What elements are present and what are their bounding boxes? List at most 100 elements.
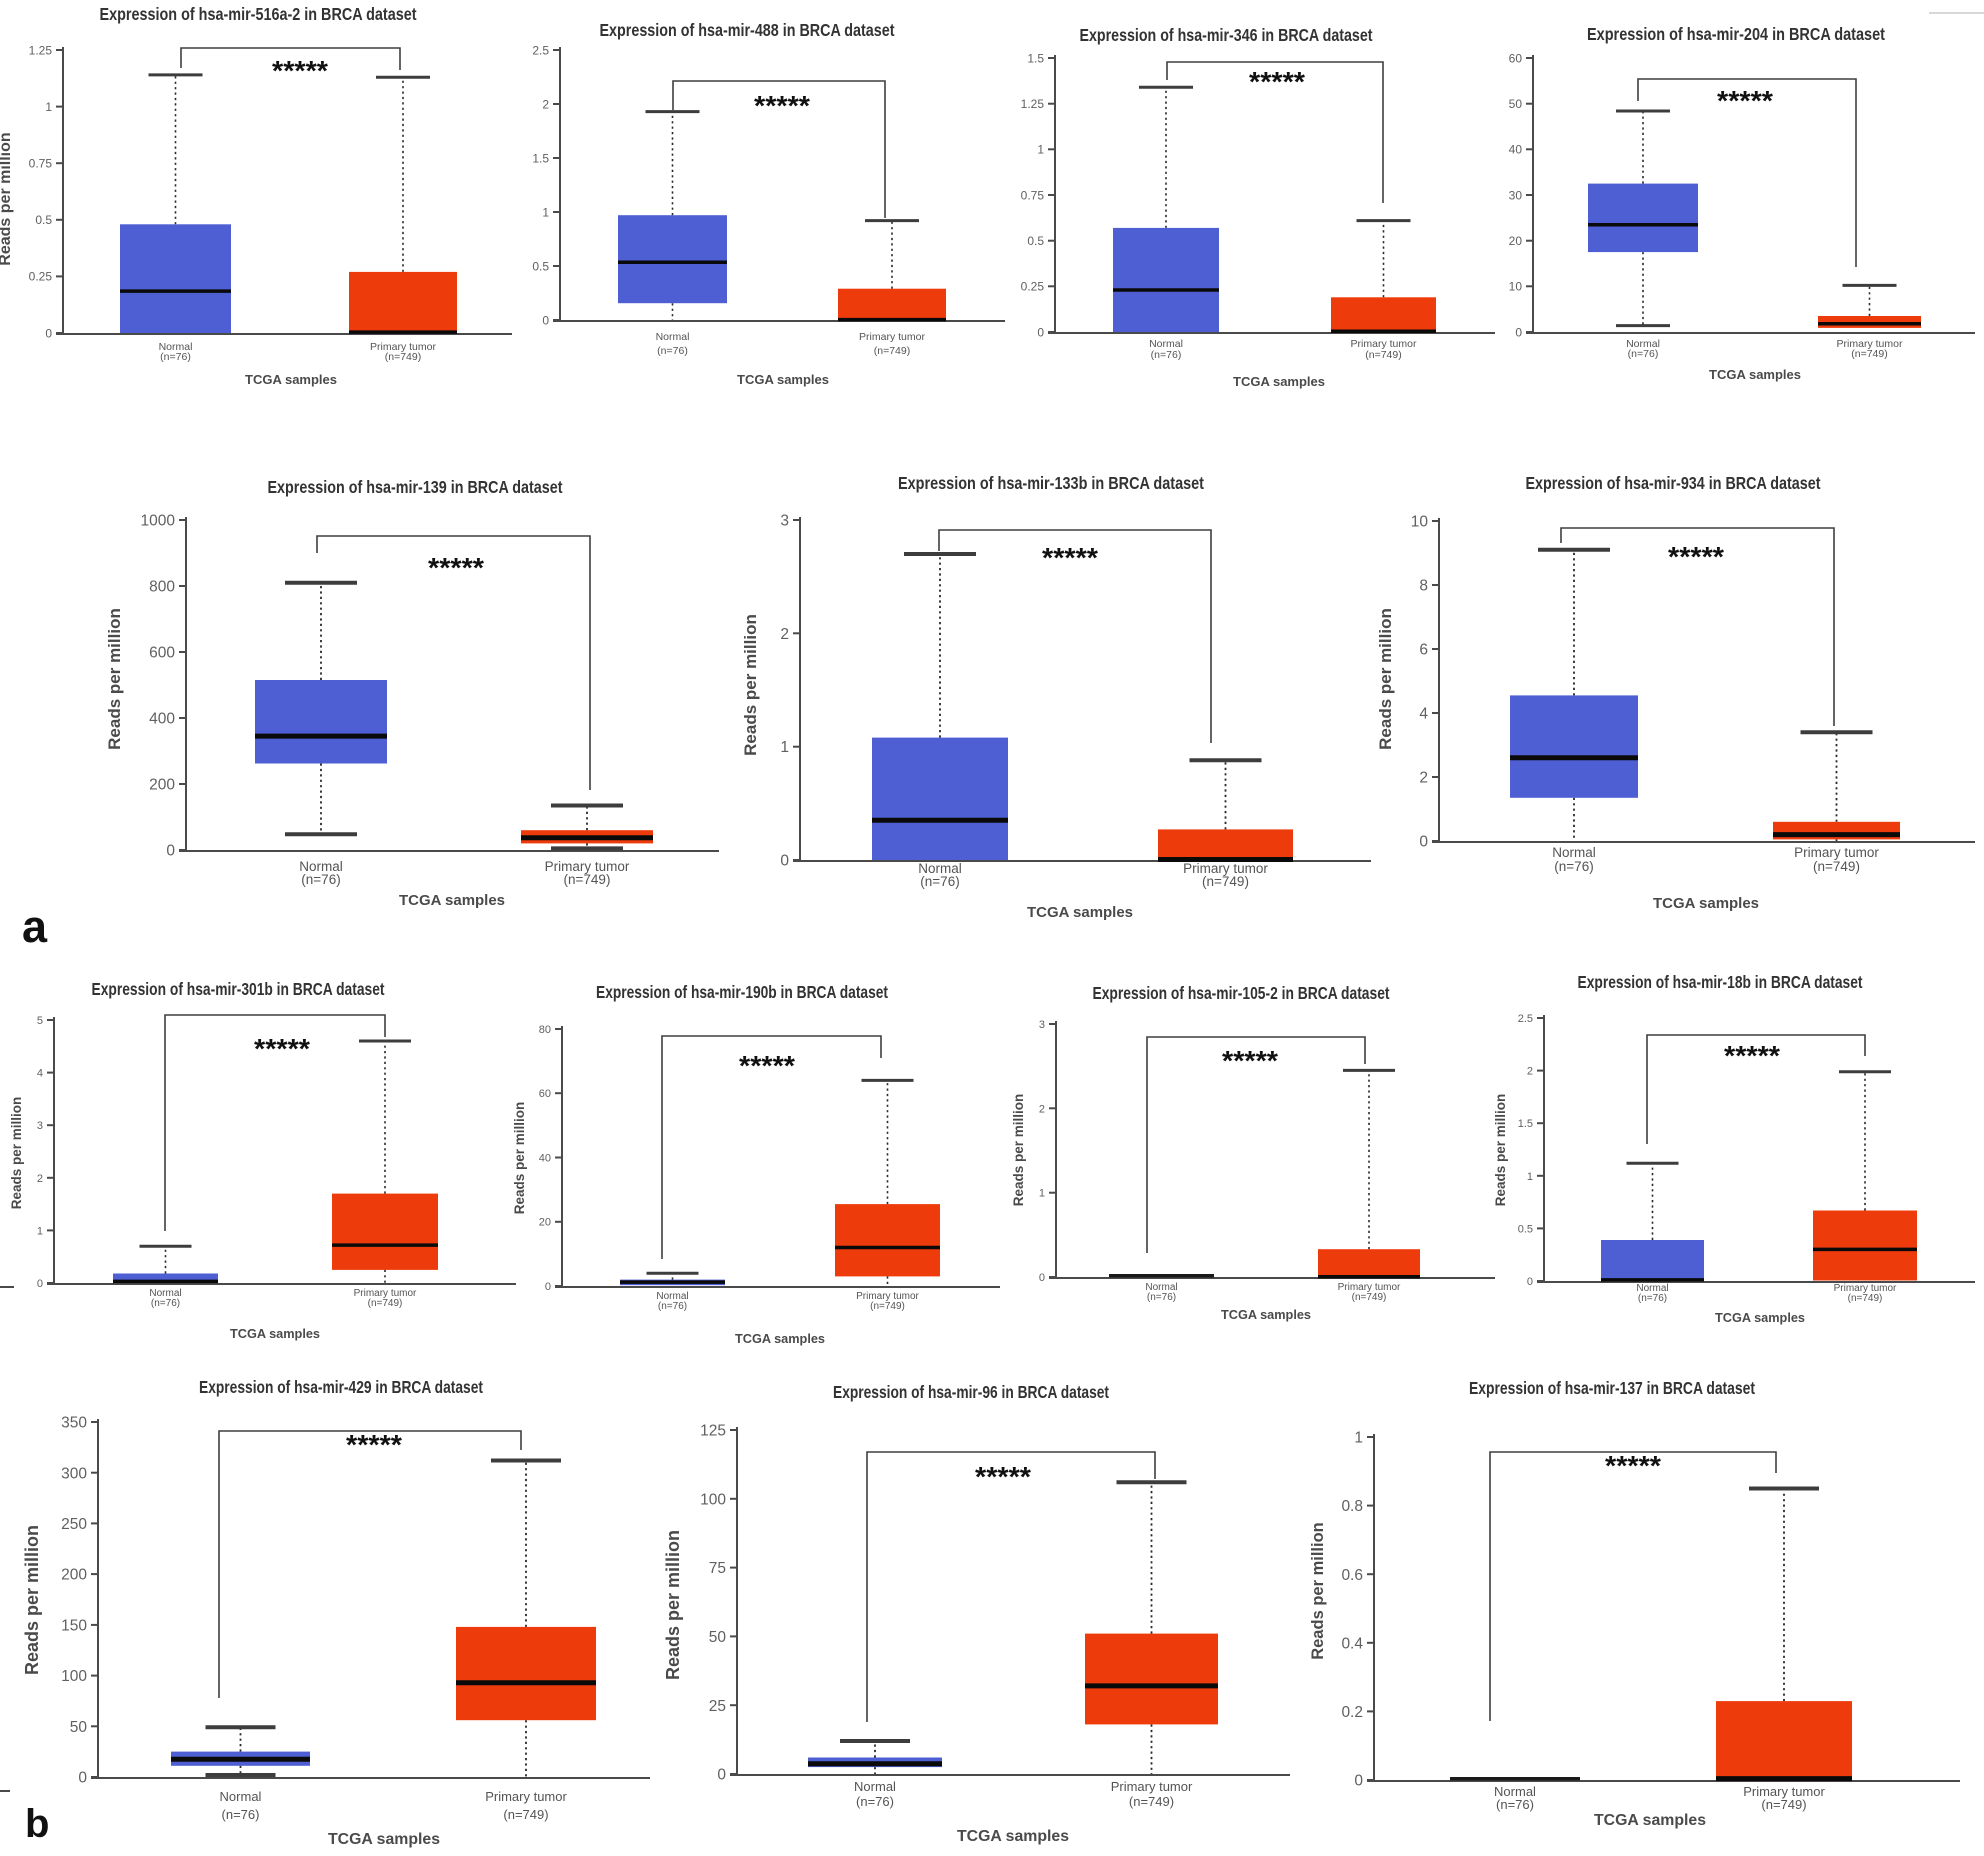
svg-text:Expression of hsa-mir-516a-2 i: Expression of hsa-mir-516a-2 in BRCA dat… (100, 4, 417, 24)
svg-text:1000: 1000 (141, 513, 176, 530)
svg-text:(n=76): (n=76) (1151, 349, 1182, 361)
svg-text:Reads per million: Reads per million (9, 1097, 24, 1210)
svg-text:0.8: 0.8 (1341, 1498, 1363, 1515)
svg-text:TCGA samples: TCGA samples (328, 1831, 440, 1848)
svg-text:Expression of hsa-mir-18b in B: Expression of hsa-mir-18b in BRCA datase… (1578, 972, 1863, 992)
svg-text:Reads per million: Reads per million (22, 1525, 42, 1675)
svg-text:125: 125 (700, 1423, 726, 1440)
svg-text:*****: ***** (272, 55, 328, 86)
svg-text:Expression of hsa-mir-105-2 in: Expression of hsa-mir-105-2 in BRCA data… (1093, 983, 1390, 1003)
svg-text:TCGA samples: TCGA samples (1715, 1311, 1805, 1325)
svg-text:(n=76): (n=76) (920, 874, 959, 889)
svg-text:*****: ***** (1222, 1045, 1278, 1076)
svg-text:Primary tumor: Primary tumor (1111, 1779, 1193, 1794)
svg-text:10: 10 (1411, 514, 1429, 531)
svg-text:Primary tumor: Primary tumor (856, 1291, 919, 1302)
svg-text:250: 250 (61, 1516, 87, 1533)
svg-text:Primary tumor: Primary tumor (1351, 338, 1417, 350)
svg-text:50: 50 (70, 1719, 88, 1736)
svg-text:(n=749): (n=749) (1761, 1797, 1806, 1812)
svg-text:0: 0 (1039, 1272, 1045, 1284)
svg-text:Expression of hsa-mir-346 in B: Expression of hsa-mir-346 in BRCA datase… (1080, 25, 1373, 45)
svg-text:25: 25 (709, 1698, 726, 1715)
svg-text:(n=76): (n=76) (1147, 1292, 1176, 1303)
svg-text:(n=76): (n=76) (222, 1807, 260, 1822)
svg-text:(n=749): (n=749) (1813, 859, 1860, 874)
svg-text:TCGA samples: TCGA samples (399, 893, 505, 909)
svg-text:1.25: 1.25 (29, 43, 53, 57)
svg-text:0: 0 (78, 1770, 87, 1787)
svg-text:Normal: Normal (656, 1291, 688, 1302)
svg-text:0.5: 0.5 (1518, 1223, 1533, 1235)
svg-text:TCGA samples: TCGA samples (957, 1828, 1069, 1845)
svg-text:Expression of hsa-mir-137 in B: Expression of hsa-mir-137 in BRCA datase… (1469, 1378, 1755, 1398)
svg-text:2: 2 (542, 97, 549, 111)
svg-text:0: 0 (1515, 325, 1522, 339)
svg-text:6: 6 (1419, 642, 1428, 659)
svg-text:*****: ***** (975, 1461, 1031, 1492)
svg-text:Primary tumor: Primary tumor (1834, 1283, 1897, 1294)
svg-text:(n=76): (n=76) (856, 1794, 894, 1809)
svg-text:50: 50 (1509, 97, 1523, 111)
svg-text:0: 0 (37, 1278, 43, 1290)
svg-text:1: 1 (1354, 1430, 1363, 1447)
svg-text:1.5: 1.5 (1027, 51, 1044, 65)
svg-text:30: 30 (1509, 188, 1523, 202)
svg-text:a: a (22, 901, 48, 952)
svg-text:40: 40 (539, 1153, 551, 1165)
svg-text:1.5: 1.5 (1518, 1118, 1533, 1130)
svg-text:20: 20 (539, 1217, 551, 1229)
svg-text:Primary tumor: Primary tumor (485, 1789, 567, 1804)
svg-text:0.75: 0.75 (1021, 188, 1045, 202)
svg-text:Primary tumor: Primary tumor (1837, 338, 1903, 350)
svg-text:Expression of hsa-mir-488 in B: Expression of hsa-mir-488 in BRCA datase… (600, 20, 895, 40)
svg-text:Reads per million: Reads per million (0, 132, 14, 265)
svg-text:TCGA samples: TCGA samples (737, 372, 829, 387)
svg-text:TCGA samples: TCGA samples (230, 1327, 320, 1341)
svg-text:Expression of hsa-mir-139 in B: Expression of hsa-mir-139 in BRCA datase… (268, 477, 563, 497)
svg-text:TCGA samples: TCGA samples (1027, 905, 1133, 921)
svg-text:8: 8 (1419, 578, 1428, 595)
svg-text:0: 0 (780, 853, 789, 870)
svg-text:350: 350 (61, 1415, 87, 1432)
svg-text:Normal: Normal (220, 1789, 262, 1804)
svg-text:*****: ***** (754, 90, 810, 121)
svg-text:Normal: Normal (854, 1779, 896, 1794)
svg-text:Normal: Normal (656, 331, 690, 343)
svg-text:(n=76): (n=76) (1496, 1797, 1534, 1812)
svg-text:4: 4 (1419, 706, 1428, 723)
svg-text:Reads per million: Reads per million (1493, 1094, 1508, 1207)
svg-text:Normal: Normal (159, 341, 193, 353)
svg-text:Normal: Normal (1494, 1784, 1536, 1799)
svg-text:Expression of hsa-mir-96 in BR: Expression of hsa-mir-96 in BRCA dataset (833, 1382, 1109, 1402)
svg-text:*****: ***** (1724, 1040, 1780, 1071)
svg-text:TCGA samples: TCGA samples (1221, 1308, 1311, 1322)
svg-text:Expression of hsa-mir-190b in: Expression of hsa-mir-190b in BRCA datas… (596, 982, 888, 1002)
svg-text:0.4: 0.4 (1341, 1635, 1363, 1652)
svg-text:b: b (25, 1802, 49, 1846)
svg-text:Reads per million: Reads per million (1309, 1522, 1327, 1660)
svg-text:TCGA samples: TCGA samples (1709, 367, 1801, 382)
svg-text:3: 3 (1039, 1019, 1045, 1031)
svg-text:200: 200 (61, 1567, 87, 1584)
svg-text:Normal: Normal (149, 1288, 181, 1299)
svg-text:20: 20 (1509, 234, 1523, 248)
svg-text:0.25: 0.25 (1021, 280, 1045, 294)
svg-text:0: 0 (45, 326, 52, 340)
svg-text:Primary tumor: Primary tumor (1743, 1784, 1825, 1799)
svg-text:(n=76): (n=76) (160, 351, 191, 363)
svg-text:(n=749): (n=749) (1202, 874, 1249, 889)
svg-text:Primary tumor: Primary tumor (545, 859, 630, 874)
svg-text:2: 2 (1039, 1103, 1045, 1115)
svg-text:Normal: Normal (918, 861, 962, 876)
svg-text:(n=749): (n=749) (385, 351, 421, 363)
svg-text:(n=749): (n=749) (1851, 348, 1887, 360)
svg-text:0: 0 (717, 1767, 726, 1784)
svg-text:(n=749): (n=749) (564, 872, 611, 887)
svg-text:Normal: Normal (1636, 1283, 1668, 1294)
svg-text:0.25: 0.25 (29, 270, 53, 284)
svg-text:Reads per million: Reads per million (741, 614, 760, 756)
svg-text:40: 40 (1509, 143, 1523, 157)
svg-text:1.25: 1.25 (1021, 97, 1045, 111)
svg-text:(n=749): (n=749) (870, 1301, 905, 1312)
